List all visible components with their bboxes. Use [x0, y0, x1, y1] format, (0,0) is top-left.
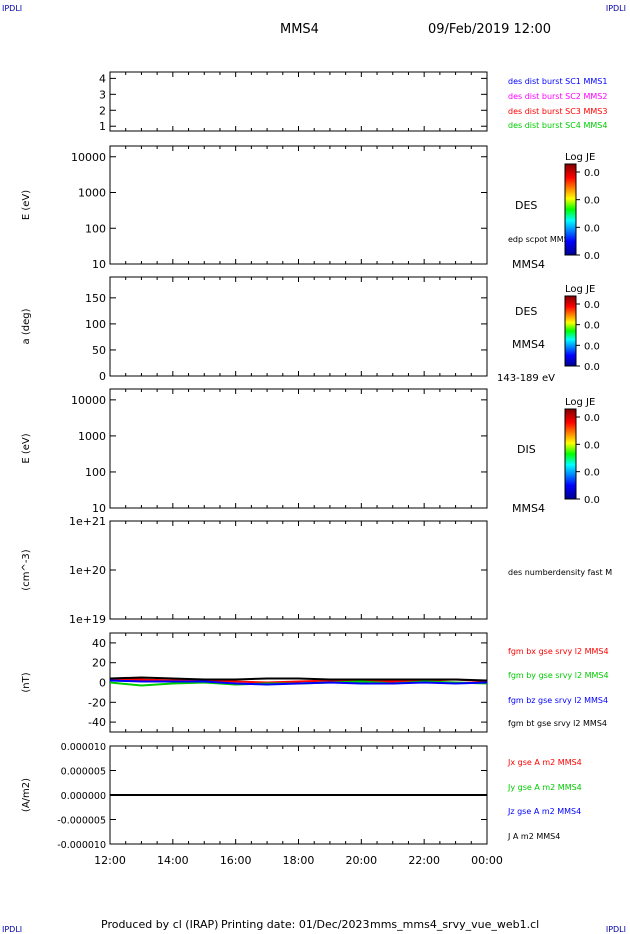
panel-3-frame	[109, 276, 488, 377]
panel-5-ytick-label: 1e+19	[69, 613, 106, 626]
panel-2-colorbar-label: 0.0	[584, 196, 600, 207]
panel-5-frame	[109, 520, 488, 620]
panel-4-right-label-2: MMS4	[512, 502, 545, 515]
panel-2-colorbar-label: 0.0	[584, 223, 600, 234]
panel-3-right-label-3: 143-189 eV	[497, 373, 555, 384]
panel-3-ytick-label: 150	[85, 292, 106, 305]
panel-1-legend-3: des dist burst SC3 MMS3	[508, 107, 607, 116]
panel-3-ylabel: a (deg)	[21, 308, 32, 344]
panel-1-ytick-label: 1	[99, 120, 106, 133]
panel-5-legend-1: des numberdensity fast M	[508, 568, 612, 577]
panel-2-ytick-label: 1000	[78, 187, 106, 200]
time-axis-label: 18:00	[283, 854, 315, 867]
panel-2-ylabel: E (eV)	[21, 190, 32, 220]
panel-1-ytick-label: 2	[99, 104, 106, 117]
panel-6-legend-4: fgm bt gse srvy l2 MMS4	[508, 719, 607, 728]
panel-3-colorbar-label: 0.0	[584, 362, 600, 373]
panel-2-colorbar-title: Log JE	[565, 152, 595, 163]
panel-4-colorbar	[564, 408, 577, 500]
panel-7-legend-1: Jx gse A m2 MMS4	[507, 758, 582, 767]
panel-4-colorbar-label: 0.0	[584, 468, 600, 479]
time-axis-label: 20:00	[345, 854, 377, 867]
corner-label-top-left: IPDLI	[2, 4, 23, 13]
panel-2-frame	[109, 145, 488, 265]
plot-title-mission: MMS4	[280, 22, 319, 37]
panel-3-colorbar	[564, 295, 577, 367]
panel-6-legend-3: fgm bz gse srvy l2 MMS4	[508, 696, 608, 705]
panel-3-ytick-label: 0	[99, 370, 106, 383]
panel-7-legend-4: J A m2 MMS4	[507, 832, 560, 841]
panel-6-legend-2: fgm by gse srvy l2 MMS4	[508, 671, 609, 680]
corner-label-bottom-right: IPDLI	[605, 925, 626, 934]
panel-4-right-label-1: DIS	[517, 443, 536, 456]
panel-6-series-4	[109, 676, 488, 682]
panel-3-colorbar-label: 0.0	[584, 341, 600, 352]
panel-2-right-label-2: edp scpot MMS4	[508, 235, 574, 244]
corner-label-top-right: IPDLI	[605, 4, 626, 13]
panel-6-ytick-label: -20	[88, 696, 106, 709]
panel-6-ylabel: (nT)	[21, 672, 32, 692]
panel-4-ytick-label: 10	[92, 502, 106, 515]
panel-2-ytick-label: 10	[92, 258, 106, 271]
panel-6-series-3	[109, 679, 488, 686]
time-axis-label: 16:00	[220, 854, 252, 867]
panel-7-ytick-label: 0.000010	[61, 742, 106, 753]
footer-file: mms_mms4_srvy_vue_web1.cl	[370, 918, 540, 931]
footer-producer: Produced by cl (IRAP)	[101, 918, 219, 931]
panel-6-legend-1: fgm bx gse srvy l2 MMS4	[508, 647, 609, 656]
panel-3-colorbar-title: Log JE	[565, 284, 595, 295]
panel-1-frame	[109, 71, 488, 132]
panel-1-legend-4: des dist burst SC4 MMS4	[508, 121, 607, 130]
panel-7-legend-3: Jz gse A m2 MMS4	[507, 807, 581, 816]
panel-2-right-label-3: MMS4	[512, 258, 545, 271]
panel-3-colorbar-label: 0.0	[584, 321, 600, 332]
corner-label-bottom-left: IPDLI	[2, 925, 23, 934]
panel-1-legend-1: des dist burst SC1 MMS1	[508, 77, 607, 86]
panel-7-ytick-label: 0.000000	[61, 791, 106, 802]
plot-title-datetime: 09/Feb/2019 12:00	[428, 22, 551, 37]
panel-4-colorbar-label: 0.0	[584, 440, 600, 451]
panel-4-ylabel: E (eV)	[21, 433, 32, 463]
panel-3-right-label-2: MMS4	[512, 338, 545, 351]
panel-7-ylabel: (A/m2)	[21, 778, 32, 812]
panel-2-colorbar	[564, 163, 577, 256]
panel-4-ytick-label: 100	[85, 466, 106, 479]
time-axis-label: 14:00	[157, 854, 189, 867]
time-axis-label: 22:00	[408, 854, 440, 867]
panel-5-ytick-label: 1e+21	[69, 515, 106, 528]
footer-printing-date: Printing date: 01/Dec/2023	[221, 918, 370, 931]
panel-6-ytick-label: 20	[92, 657, 106, 670]
panel-3-colorbar-label: 0.0	[584, 300, 600, 311]
panel-2-colorbar-label: 0.0	[584, 251, 600, 262]
panel-4-frame	[109, 388, 488, 509]
panel-1-ytick-label: 3	[99, 88, 106, 101]
panel-1-ytick-label: 4	[99, 72, 106, 85]
panel-2-colorbar-label: 0.0	[584, 168, 600, 179]
time-axis-label: 12:00	[94, 854, 126, 867]
panel-6-ytick-label: -40	[88, 716, 106, 729]
panel-7-ytick-label: -0.000010	[57, 840, 106, 851]
panel-4-colorbar-title: Log JE	[565, 397, 595, 408]
panel-7-ytick-label: -0.000005	[57, 816, 106, 827]
panel-2-ytick-label: 10000	[71, 151, 106, 164]
panel-6-ytick-label: 40	[92, 637, 106, 650]
panel-7-legend-2: Jy gse A m2 MMS4	[507, 783, 582, 792]
panel-3-right-label-1: DES	[515, 305, 537, 318]
panel-5-ylabel: (cm^-3)	[21, 549, 32, 590]
panel-2-ytick-label: 100	[85, 222, 106, 235]
panel-4-colorbar-label: 0.0	[584, 413, 600, 424]
panel-4-ytick-label: 10000	[71, 394, 106, 407]
panel-6-ytick-label: 0	[99, 677, 106, 690]
panel-2-right-label-1: DES	[515, 199, 537, 212]
time-axis-label: 00:00	[471, 854, 503, 867]
panel-4-ytick-label: 1000	[78, 430, 106, 443]
panel-4-colorbar-label: 0.0	[584, 495, 600, 506]
panel-5-ytick-label: 1e+20	[69, 564, 106, 577]
panel-3-ytick-label: 50	[92, 344, 106, 357]
panel-3-ytick-label: 100	[85, 318, 106, 331]
panel-1-legend-2: des dist burst SC2 MMS2	[508, 92, 607, 101]
panel-7-ytick-label: 0.000005	[61, 767, 106, 778]
